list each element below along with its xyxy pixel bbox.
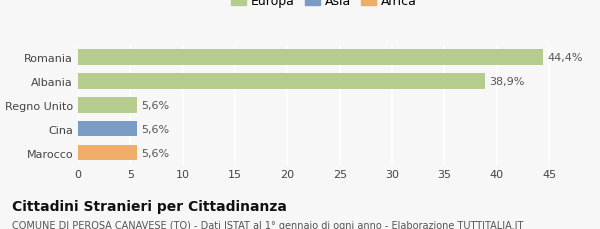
Text: 5,6%: 5,6% <box>141 100 169 110</box>
Legend: Europa, Asia, Africa: Europa, Asia, Africa <box>226 0 422 13</box>
Bar <box>78 121 137 137</box>
Text: Cittadini Stranieri per Cittadinanza: Cittadini Stranieri per Cittadinanza <box>12 199 287 213</box>
Bar <box>78 98 137 113</box>
Text: 5,6%: 5,6% <box>141 124 169 134</box>
Text: 5,6%: 5,6% <box>141 148 169 158</box>
Bar <box>78 74 485 89</box>
Text: 44,4%: 44,4% <box>547 53 583 63</box>
Bar <box>78 50 543 65</box>
Text: COMUNE DI PEROSA CANAVESE (TO) - Dati ISTAT al 1° gennaio di ogni anno - Elabora: COMUNE DI PEROSA CANAVESE (TO) - Dati IS… <box>12 220 523 229</box>
Text: 38,9%: 38,9% <box>490 76 525 87</box>
Bar <box>78 145 137 161</box>
